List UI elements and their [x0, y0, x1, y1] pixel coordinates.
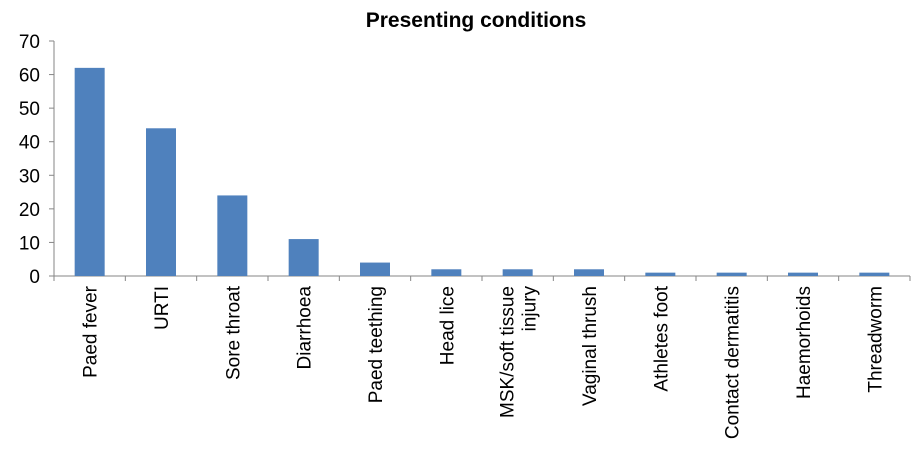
bar	[74, 67, 105, 276]
x-category-label: Sore throat	[223, 285, 244, 380]
y-tick-label: 0	[29, 267, 40, 288]
bar	[502, 269, 533, 276]
x-category-label: injury	[520, 286, 541, 332]
x-category-label: URTI	[152, 286, 173, 330]
bar	[146, 128, 176, 276]
x-category-label: Contact dermatitis	[723, 286, 744, 439]
x-axis	[53, 275, 911, 281]
chart-title: Presenting conditions	[366, 9, 587, 32]
y-tick-label: 60	[19, 66, 40, 87]
y-axis: 0 10 20 30 40 50 60 70	[19, 32, 55, 288]
x-category-label: Threadworm	[865, 286, 886, 393]
bar	[859, 272, 890, 276]
bar	[431, 269, 462, 276]
bar	[574, 269, 604, 276]
y-tick-label: 30	[19, 166, 40, 187]
bar	[645, 272, 676, 276]
bar	[217, 195, 248, 276]
bar	[288, 239, 319, 276]
y-tick-label: 40	[19, 133, 40, 154]
y-tick-label: 20	[19, 200, 40, 221]
x-category-label: Paed teething	[366, 286, 387, 403]
x-category-label: Head lice	[437, 286, 458, 365]
y-tick-label: 70	[19, 32, 40, 53]
y-tick-label: 50	[19, 99, 40, 120]
x-category-label: Diarrhoea	[295, 286, 316, 370]
x-category-label: MSK/soft tissue	[498, 286, 519, 418]
x-category-label: Vaginal thrush	[580, 286, 601, 406]
x-labels: Paed fever URTI Sore throat Diarrhoea Paed t…	[81, 285, 887, 439]
x-category-label: Paed fever	[81, 285, 102, 378]
bar	[716, 272, 747, 276]
x-category-label: Haemorhoids	[794, 286, 815, 399]
bar	[788, 272, 818, 276]
y-tick-label: 10	[19, 233, 40, 254]
bars	[74, 67, 890, 276]
x-category-label: Athletes foot	[651, 285, 672, 391]
bar	[360, 262, 390, 276]
